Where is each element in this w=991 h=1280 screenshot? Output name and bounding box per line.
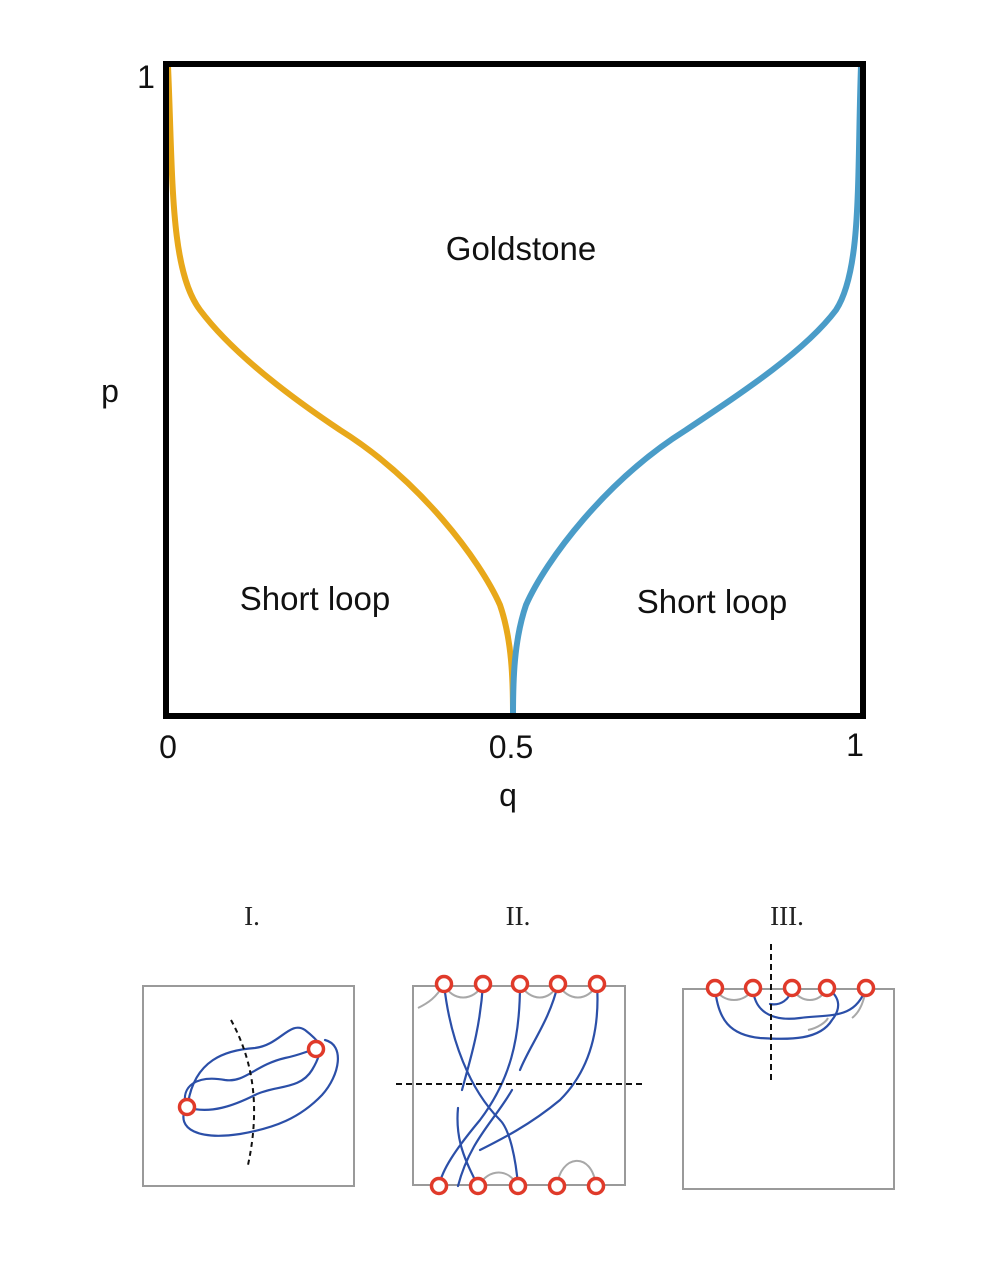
panel-ii-strand-4: [518, 982, 560, 1072]
panel-iii-strand-mid: [751, 986, 868, 1020]
phase-diagram: Goldstone Short loop Short loop 1 p 0 0.…: [101, 59, 866, 813]
panel-i-top-strand: [186, 1026, 324, 1105]
x-tick-label-0.5: 0.5: [489, 729, 533, 765]
panel-ii: II.: [396, 901, 642, 1196]
panel-iii-endpoint-5: [856, 978, 876, 998]
panel-ii-endpoint-top-2: [473, 974, 493, 994]
x-axis-label: q: [499, 777, 517, 813]
panel-i: I.: [142, 901, 355, 1187]
panel-ii-endpoint-top-5: [587, 974, 607, 994]
panel-i-outer-strand: [182, 1038, 340, 1137]
region-label-goldstone: Goldstone: [446, 230, 596, 267]
panel-i-title: I.: [244, 901, 260, 931]
panel-ii-strand-4b: [456, 1088, 514, 1188]
y-tick-label-1: 1: [137, 59, 155, 95]
right-phase-boundary: [510, 63, 864, 718]
panel-ii-strand-5: [478, 982, 599, 1152]
panel-iii-endpoint-2: [743, 978, 763, 998]
panel-iii-title: III.: [770, 901, 804, 931]
panel-i-endpoint-right: [306, 1039, 326, 1059]
panel-ii-endpoint-bottom-4: [547, 1176, 567, 1196]
plot-frame: [163, 61, 866, 719]
boundary-curves: [165, 63, 864, 718]
panel-ii-endpoint-top-3: [510, 974, 530, 994]
panel-iii-endpoint-4: [817, 978, 837, 998]
panel-ii-strand-2: [460, 982, 485, 1092]
panel-ii-endpoint-top-1: [434, 974, 454, 994]
panel-ii-endpoint-bottom-5: [586, 1176, 606, 1196]
panel-ii-strand-3: [437, 982, 522, 1188]
x-tick-label-1: 1: [846, 727, 864, 763]
region-label-short-loop-right: Short loop: [637, 583, 787, 620]
region-label-short-loop-left: Short loop: [240, 580, 390, 617]
panel-iii: III.: [682, 901, 895, 1190]
panel-ii-endpoint-bottom-3: [508, 1176, 528, 1196]
panel-iii-endpoint-3: [782, 978, 802, 998]
panel-ii-endpoint-bottom-1: [429, 1176, 449, 1196]
left-phase-boundary: [165, 63, 516, 718]
panel-i-frame: [142, 985, 355, 1187]
y-axis-label: p: [101, 373, 119, 409]
panel-ii-endpoint-bottom-2: [468, 1176, 488, 1196]
x-tick-label-0: 0: [159, 729, 177, 765]
panel-ii-strand-1: [442, 982, 520, 1188]
panel-ii-endpoint-top-4: [548, 974, 568, 994]
panel-iii-cap-4: [807, 1017, 829, 1031]
panel-ii-title: II.: [506, 901, 531, 931]
panel-i-endpoint-left: [177, 1097, 197, 1117]
panel-i-cut-line: [230, 1019, 256, 1166]
panel-iii-strand-outer: [713, 986, 840, 1040]
panel-iii-endpoint-1: [705, 978, 725, 998]
